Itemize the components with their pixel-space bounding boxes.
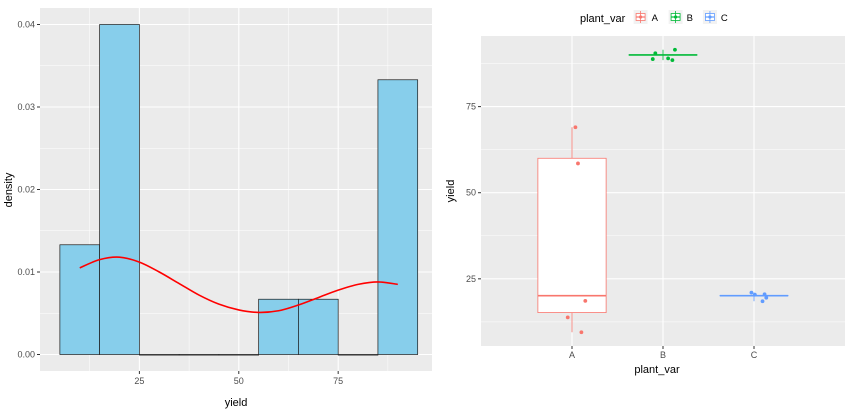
y-tick-label: 0.03: [17, 102, 35, 112]
data-point: [762, 292, 767, 297]
histogram-x-label: yield: [225, 397, 248, 409]
y-tick-label: 25: [466, 274, 476, 284]
boxplot-panel: 25 50 75 A B C plant_var yield plant_var A B C: [445, 10, 845, 376]
data-point: [666, 56, 671, 61]
density-curve: [79, 256, 398, 314]
data-point: [670, 58, 675, 63]
data-point: [752, 292, 757, 297]
histogram-bars: [59, 24, 419, 356]
histogram-bar: [258, 298, 299, 355]
x-tick-label: 50: [234, 376, 244, 386]
histogram-bar: [377, 79, 419, 355]
histogram-bar: [337, 354, 379, 356]
data-point: [583, 298, 588, 303]
y-tick-label: 75: [466, 102, 476, 112]
histogram-bar: [178, 354, 220, 356]
legend-key-point: [708, 15, 712, 19]
boxplot-y-axis: 25 50 75: [466, 102, 481, 284]
histogram-bar: [298, 298, 339, 355]
data-point: [573, 125, 578, 130]
x-tick-label: 75: [333, 376, 343, 386]
boxplot-y-label: yield: [445, 180, 457, 203]
boxplot-series-A: [537, 125, 607, 335]
y-tick-label: 0.02: [17, 185, 35, 195]
y-tick-label: 0.04: [17, 20, 35, 30]
data-point: [576, 161, 580, 166]
boxplot-series-C: [719, 290, 789, 304]
histogram-panel: 0.00 0.01 0.02 0.03 0.04 25 50 75 yield densit…: [3, 8, 432, 409]
data-point: [653, 51, 658, 56]
histogram-bar: [99, 24, 140, 355]
legend-item-B: B: [668, 10, 693, 24]
legend-label: C: [721, 13, 728, 24]
legend-key-point: [638, 15, 643, 19]
histogram-x-axis: 25 50 75: [134, 371, 343, 386]
x-tick-label: 25: [134, 376, 144, 386]
legend-label: A: [652, 13, 659, 24]
legend-item-A: A: [633, 10, 659, 24]
legend-item-C: C: [702, 10, 728, 24]
legend-title: plant_var: [580, 13, 626, 25]
x-tick-label: A: [569, 350, 575, 360]
legend-key-point: [673, 15, 678, 19]
y-tick-label: 0.00: [17, 350, 35, 360]
boxplot-x-axis: A B C: [569, 346, 758, 360]
box: [537, 157, 607, 313]
histogram-y-axis: 0.00 0.01 0.02 0.03 0.04: [17, 20, 40, 360]
data-point: [579, 330, 584, 335]
y-tick-label: 0.01: [17, 267, 35, 277]
data-point: [673, 47, 677, 52]
legend-label: B: [687, 13, 693, 24]
histogram-bar: [59, 244, 100, 355]
data-point: [764, 295, 769, 300]
data-point: [749, 290, 754, 295]
data-point: [650, 57, 655, 61]
x-tick-label: B: [660, 350, 666, 360]
boxplot-series-B: [628, 47, 698, 63]
y-tick-label: 50: [466, 188, 476, 198]
data-point: [760, 299, 765, 304]
histogram-bar: [139, 354, 180, 356]
histogram-bar: [218, 354, 260, 356]
boxplot-series: [537, 47, 789, 335]
data-point: [565, 315, 570, 320]
boxplot-legend: plant_var A B C: [580, 10, 728, 25]
boxplot-x-label: plant_var: [634, 364, 680, 376]
histogram-y-label: density: [3, 172, 15, 207]
x-tick-label: C: [751, 350, 758, 360]
